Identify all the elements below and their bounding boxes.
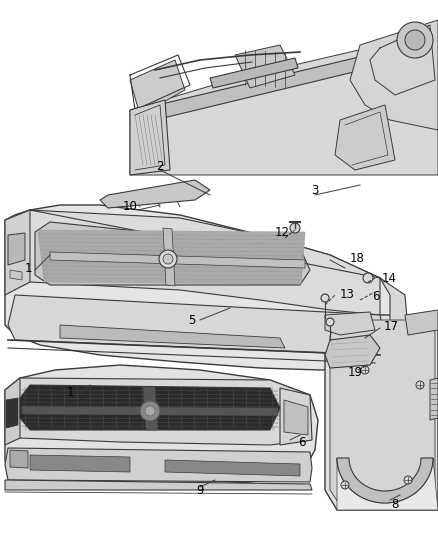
Polygon shape bbox=[5, 480, 312, 490]
Circle shape bbox=[321, 294, 329, 302]
Text: 10: 10 bbox=[123, 200, 138, 214]
Circle shape bbox=[363, 273, 373, 283]
Circle shape bbox=[341, 481, 349, 489]
Text: 17: 17 bbox=[384, 319, 399, 333]
Polygon shape bbox=[42, 266, 302, 272]
Text: 5: 5 bbox=[188, 313, 196, 327]
Text: 13: 13 bbox=[340, 288, 355, 302]
Polygon shape bbox=[337, 458, 438, 510]
Polygon shape bbox=[39, 234, 305, 240]
Polygon shape bbox=[6, 398, 18, 428]
Text: 14: 14 bbox=[382, 271, 397, 285]
Circle shape bbox=[163, 254, 173, 264]
Circle shape bbox=[397, 22, 433, 58]
Circle shape bbox=[140, 401, 160, 421]
Circle shape bbox=[290, 223, 300, 233]
Polygon shape bbox=[41, 254, 303, 260]
Polygon shape bbox=[335, 105, 395, 170]
Polygon shape bbox=[330, 320, 435, 505]
Text: 9: 9 bbox=[196, 484, 204, 497]
Polygon shape bbox=[280, 388, 312, 445]
Text: 18: 18 bbox=[350, 252, 365, 264]
Polygon shape bbox=[130, 100, 170, 175]
Polygon shape bbox=[210, 58, 298, 88]
Polygon shape bbox=[143, 387, 158, 430]
Text: 6: 6 bbox=[298, 437, 305, 449]
Polygon shape bbox=[43, 274, 302, 280]
Polygon shape bbox=[405, 310, 438, 335]
Polygon shape bbox=[130, 45, 438, 175]
Polygon shape bbox=[325, 312, 375, 335]
Polygon shape bbox=[380, 278, 408, 360]
Polygon shape bbox=[60, 325, 285, 348]
Polygon shape bbox=[325, 335, 380, 368]
Text: 12: 12 bbox=[275, 227, 290, 239]
Polygon shape bbox=[44, 278, 301, 284]
Polygon shape bbox=[235, 45, 295, 88]
Polygon shape bbox=[165, 460, 300, 476]
Polygon shape bbox=[40, 246, 304, 252]
Polygon shape bbox=[284, 400, 308, 435]
Polygon shape bbox=[42, 258, 303, 264]
Polygon shape bbox=[30, 455, 130, 472]
Text: 6: 6 bbox=[372, 290, 379, 303]
Polygon shape bbox=[43, 270, 302, 276]
Polygon shape bbox=[42, 262, 303, 268]
Polygon shape bbox=[38, 230, 305, 236]
Polygon shape bbox=[100, 180, 210, 208]
Circle shape bbox=[405, 30, 425, 50]
Polygon shape bbox=[325, 315, 438, 510]
Polygon shape bbox=[350, 20, 438, 130]
Polygon shape bbox=[8, 233, 25, 265]
Text: 3: 3 bbox=[311, 183, 319, 197]
Polygon shape bbox=[10, 270, 22, 280]
Polygon shape bbox=[39, 242, 304, 248]
Polygon shape bbox=[337, 458, 433, 503]
Polygon shape bbox=[5, 448, 312, 482]
Polygon shape bbox=[430, 378, 438, 420]
Text: 8: 8 bbox=[391, 498, 399, 512]
Polygon shape bbox=[130, 60, 185, 115]
Text: 2: 2 bbox=[156, 159, 164, 173]
Polygon shape bbox=[15, 210, 380, 315]
Polygon shape bbox=[8, 378, 310, 445]
Polygon shape bbox=[39, 238, 304, 244]
Circle shape bbox=[326, 318, 334, 326]
Polygon shape bbox=[20, 385, 280, 430]
Polygon shape bbox=[145, 52, 395, 120]
Text: 1: 1 bbox=[24, 262, 32, 274]
Circle shape bbox=[404, 476, 412, 484]
Polygon shape bbox=[8, 295, 385, 355]
Circle shape bbox=[361, 366, 369, 374]
Polygon shape bbox=[5, 378, 20, 445]
Polygon shape bbox=[35, 222, 310, 285]
Circle shape bbox=[416, 381, 424, 389]
Polygon shape bbox=[22, 406, 278, 416]
Polygon shape bbox=[10, 450, 28, 468]
Text: 1: 1 bbox=[66, 386, 74, 400]
Polygon shape bbox=[50, 252, 305, 268]
Polygon shape bbox=[40, 250, 304, 256]
Polygon shape bbox=[5, 210, 30, 295]
Polygon shape bbox=[5, 365, 318, 488]
Circle shape bbox=[159, 250, 177, 268]
Polygon shape bbox=[5, 205, 405, 370]
Text: 19: 19 bbox=[347, 367, 363, 379]
Circle shape bbox=[145, 406, 155, 416]
Polygon shape bbox=[163, 228, 175, 286]
